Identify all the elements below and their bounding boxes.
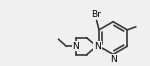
Text: N: N — [94, 42, 101, 51]
Text: Br: Br — [91, 10, 101, 19]
Text: N: N — [73, 42, 79, 51]
Text: N: N — [110, 55, 117, 64]
